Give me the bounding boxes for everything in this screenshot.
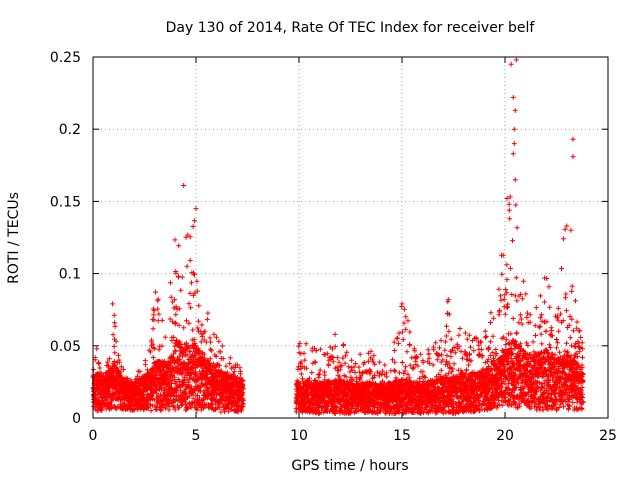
x-tick-label: 10 [290, 428, 308, 444]
plot-frame [92, 56, 609, 419]
outlier-point [511, 141, 517, 147]
chart-title: Day 130 of 2014, Rate Of TEC Index for r… [166, 20, 536, 36]
data-points-layer [90, 57, 586, 417]
outlier-point [510, 151, 516, 157]
x-tick-label: 0 [89, 428, 98, 444]
outlier-point [508, 61, 514, 67]
outlier-point [506, 201, 512, 207]
y-axis-label: ROTI / TECUs [6, 192, 22, 284]
outlier-point [445, 297, 451, 303]
outlier-point [513, 57, 519, 63]
outlier-point [110, 301, 116, 307]
outlier-point [193, 206, 199, 212]
outlier-point [570, 154, 576, 160]
outlier-point [504, 196, 510, 202]
outlier-point [512, 177, 518, 183]
ticks-layer: 0 5 10 15 20 25 0 0.05 0.1 0.15 0.2 0.25 [50, 50, 617, 444]
outlier-point [112, 320, 118, 326]
outlier-point [568, 227, 574, 233]
y-tick-label: 0.25 [50, 50, 81, 66]
x-axis-label: GPS time / hours [291, 458, 408, 474]
outlier-point [399, 301, 405, 307]
scatter-points [90, 194, 586, 417]
y-tick-label: 0.1 [59, 267, 81, 283]
y-tick-label: 0.15 [50, 194, 81, 210]
y-tick-label: 0.05 [50, 339, 81, 355]
outlier-point [511, 126, 517, 132]
outlier-point [181, 183, 187, 189]
x-tick-label: 25 [599, 428, 617, 444]
outlier-point [570, 136, 576, 142]
x-tick-label: 20 [496, 428, 514, 444]
x-tick-label: 15 [393, 428, 411, 444]
outlier-point [564, 223, 570, 229]
x-tick-label: 5 [192, 428, 201, 444]
outlier-point [512, 107, 518, 113]
y-tick-label: 0 [72, 411, 81, 427]
y-tick-label: 0.2 [59, 122, 81, 138]
outlier-point [510, 94, 516, 100]
